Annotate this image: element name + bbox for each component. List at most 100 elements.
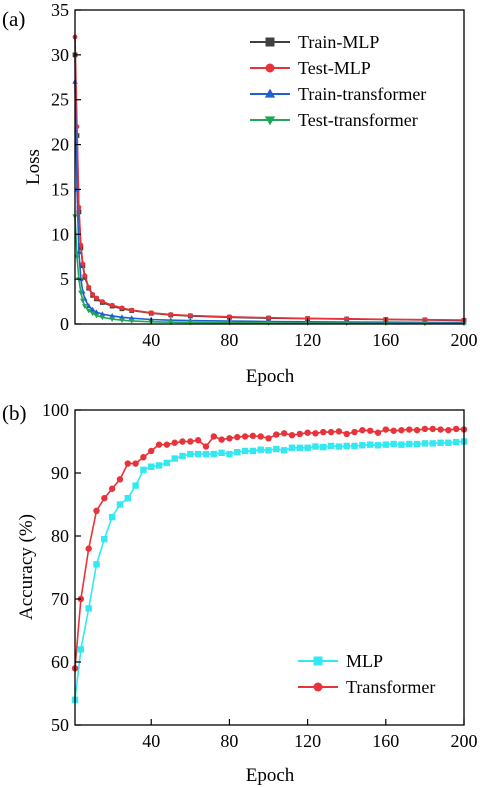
data-point-test-mlp	[90, 291, 95, 297]
data-point-transformer	[155, 441, 163, 448]
data-point-transformer	[288, 432, 296, 439]
data-point-mlp	[179, 452, 186, 460]
accuracy-legend: MLP Transformer	[298, 651, 435, 697]
accuracy-y-tick-label: 90	[51, 463, 69, 483]
data-point-transformer	[241, 433, 249, 440]
data-point-train-transformer	[93, 309, 100, 315]
legend-marker-test-mlp	[265, 63, 275, 73]
data-point-transformer	[171, 439, 178, 446]
loss-y-tick-label: 25	[51, 90, 69, 110]
data-point-mlp	[257, 446, 264, 453]
data-point-transformer	[398, 426, 405, 434]
data-point-test-transformer	[128, 318, 135, 324]
data-point-mlp	[226, 450, 233, 458]
data-point-transformer	[437, 426, 444, 433]
data-point-mlp	[421, 440, 429, 447]
legend-marker-mlp	[313, 656, 323, 666]
data-point-transformer	[116, 476, 124, 483]
series-line-mlp	[74, 440, 465, 700]
data-point-transformer	[296, 430, 303, 438]
data-point-transformer	[249, 432, 257, 440]
accuracy-y-tick-label: 60	[51, 652, 69, 672]
data-point-transformer	[93, 507, 100, 514]
data-point-transformer	[320, 428, 327, 436]
data-point-mlp	[77, 646, 85, 653]
accuracy-plot-frame	[74, 409, 465, 726]
loss-x-tick-label: 120	[294, 330, 321, 350]
data-point-transformer	[413, 426, 421, 434]
series-line-test-transformer	[74, 216, 465, 325]
loss-y-tick-label: 5	[60, 269, 69, 289]
data-point-test-transformer	[187, 320, 194, 326]
data-point-transformer	[179, 438, 186, 445]
data-point-mlp	[234, 449, 241, 456]
legend-marker-train-mlp	[265, 37, 275, 47]
data-point-test-transformer	[168, 320, 174, 326]
data-point-transformer	[226, 435, 233, 442]
data-point-test-mlp	[94, 295, 99, 301]
accuracy-series-group	[71, 425, 468, 703]
data-point-test-mlp	[266, 315, 271, 321]
data-point-test-transformer	[89, 311, 96, 317]
data-point-test-mlp	[109, 302, 115, 308]
data-point-test-mlp	[78, 242, 84, 248]
data-point-transformer	[359, 426, 366, 434]
legend-marker-transformer	[313, 682, 323, 692]
data-point-mlp	[265, 447, 272, 454]
data-point-test-mlp	[187, 313, 193, 318]
data-point-mlp	[194, 450, 202, 458]
data-point-transformer	[406, 426, 413, 433]
loss-axes: 40 80 120 160 200 0 5 10 15 20 25 30 35	[51, 0, 478, 350]
loss-series-group	[72, 34, 467, 327]
data-point-transformer	[132, 460, 139, 467]
data-point-test-transformer	[109, 317, 115, 322]
data-point-transformer	[327, 428, 335, 436]
data-point-train-transformer	[128, 315, 135, 321]
legend-label-train-transformer: Train-transformer	[298, 84, 426, 104]
loss-plot-frame	[74, 9, 465, 325]
data-point-transformer	[304, 429, 311, 436]
accuracy-y-tick-label: 100	[42, 400, 69, 420]
data-point-test-transformer	[119, 318, 125, 324]
loss-x-tick-label: 160	[372, 330, 399, 350]
data-point-test-mlp	[99, 299, 105, 304]
data-point-mlp	[280, 447, 288, 454]
series-line-test-mlp	[74, 36, 465, 321]
data-point-test-transformer	[78, 290, 84, 296]
accuracy-y-tick-label: 80	[51, 526, 69, 546]
data-point-mlp	[304, 444, 311, 451]
data-point-mlp	[163, 459, 171, 467]
data-point-transformer	[452, 425, 460, 433]
data-point-train-transformer	[89, 306, 96, 312]
data-point-test-mlp	[227, 314, 232, 320]
data-point-test-mlp	[119, 305, 125, 311]
data-point-mlp	[429, 440, 436, 447]
data-point-transformer	[101, 495, 108, 502]
data-point-transformer	[210, 433, 217, 440]
legend-label-test-mlp: Test-MLP	[298, 58, 371, 78]
data-point-mlp	[171, 455, 178, 462]
data-point-mlp	[437, 439, 444, 446]
data-point-transformer	[202, 443, 210, 450]
data-point-transformer	[374, 429, 382, 436]
panel-b: (b) 40 80 120 160 200 50 60 70 80 90 100 Accuracy …	[2, 400, 478, 786]
data-point-train-transformer	[85, 303, 92, 308]
data-point-transformer	[273, 431, 280, 438]
data-point-train-transformer	[119, 314, 125, 320]
data-point-mlp	[452, 438, 460, 446]
data-point-mlp	[382, 441, 390, 448]
data-point-transformer	[187, 438, 194, 445]
data-point-mlp	[320, 443, 327, 451]
data-point-test-mlp	[148, 310, 154, 316]
accuracy-axes: 40 80 120 160 200 50 60 70 80 90 100	[42, 400, 478, 751]
legend-marker-train-transformer	[264, 88, 276, 98]
data-point-test-mlp	[82, 273, 88, 278]
data-point-test-mlp	[80, 261, 86, 267]
legend-label-transformer: Transformer	[346, 677, 435, 697]
data-point-transformer	[335, 428, 343, 435]
data-point-mlp	[327, 442, 335, 450]
data-point-transformer	[445, 426, 452, 434]
accuracy-y-tick-label: 70	[51, 589, 69, 609]
data-point-transformer	[343, 430, 350, 438]
